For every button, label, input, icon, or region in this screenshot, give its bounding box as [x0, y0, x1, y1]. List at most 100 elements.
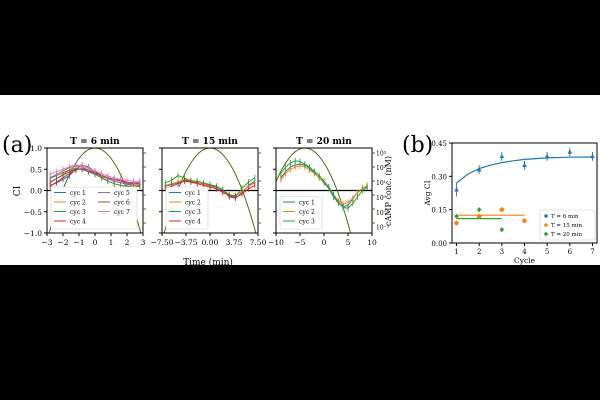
- y-tick-label: −1.0: [24, 229, 42, 238]
- legend-box: [50, 186, 138, 230]
- x-tick-label: 2: [125, 238, 130, 247]
- legend-label: cyc 3: [299, 219, 315, 226]
- data-point: [499, 227, 505, 233]
- data-point: [499, 153, 505, 159]
- data-point: [454, 213, 459, 219]
- series-4: [164, 178, 256, 201]
- legend-label: cyc 4: [70, 219, 86, 226]
- x-tick-label: −2: [57, 238, 68, 247]
- y-tick-label: 0.5: [30, 165, 42, 174]
- panel-label-a: (a): [2, 133, 32, 158]
- data-point: [544, 153, 550, 159]
- camp-tick-label: 10¹: [376, 180, 386, 187]
- x-tick-label: 5: [346, 238, 351, 247]
- legend-label: cyc 2: [299, 209, 315, 216]
- legend-label: cyc 2: [70, 200, 86, 207]
- x-tick-label: 2: [477, 248, 481, 256]
- legend-label: cyc 6: [114, 200, 130, 207]
- y-tick-label: 0.45: [431, 140, 447, 148]
- y-tick-label: 0.00: [431, 240, 447, 248]
- x-tick-label: 0: [322, 238, 327, 247]
- data-point: [476, 214, 482, 219]
- series-7: [49, 162, 141, 185]
- chart-panels: T = 6 min−3 −2 −1 0 1 2 3−1.0−0.50.00.51.0cyc …: [24, 137, 598, 265]
- data-point: [590, 153, 595, 159]
- scatter-series-3: [454, 207, 505, 233]
- data-point: [454, 187, 459, 192]
- legend-label: cyc 1: [185, 190, 201, 197]
- camp-tick-label: 10⁻²: [376, 225, 390, 232]
- y-tick-label: 0.0: [30, 187, 42, 196]
- legend-label: cyc 1: [70, 190, 86, 197]
- y-tick-label: 0.15: [431, 207, 447, 215]
- x-tick-label: −5: [294, 238, 305, 247]
- series-3: [280, 157, 368, 212]
- legend-label: T = 20 min: [551, 232, 582, 238]
- x-tick-label: 3: [141, 238, 146, 247]
- legend-label: T = 6 min: [551, 214, 579, 220]
- legend-label: cyc 1: [299, 200, 315, 207]
- legend-label: cyc 2: [185, 200, 201, 207]
- camp-tick-label: 10⁰: [376, 195, 387, 202]
- legend-marker: [544, 223, 548, 227]
- y-tick-label: −0.5: [24, 208, 42, 217]
- x-tick-label: −3: [41, 238, 52, 247]
- legend-label: cyc 3: [185, 209, 201, 216]
- time-axis-label: Time (min): [183, 257, 233, 268]
- ci-panel-3: T = 20 min−10 −5 0 5 1010⁻²10⁻¹10⁰10¹10²10³c…: [268, 137, 390, 247]
- legend-label: cyc 7: [114, 209, 130, 216]
- legend-box: [539, 209, 596, 241]
- x-tick-label: 4: [522, 248, 527, 256]
- y-axis-label: Avg CI: [423, 180, 432, 206]
- x-tick-label: −7.50: [151, 238, 174, 247]
- panel-title: T = 20 min: [296, 137, 352, 147]
- x-tick-label: 7: [590, 248, 594, 256]
- data-point: [499, 207, 505, 212]
- camp-concentration-curve: [276, 148, 352, 233]
- data-point: [522, 162, 527, 168]
- x-tick-label: 7.50: [250, 238, 267, 247]
- data-point: [522, 218, 527, 224]
- legend-label: cyc 3: [70, 209, 86, 216]
- y-tick-label: 0.30: [431, 173, 447, 181]
- legend-marker: [544, 214, 548, 218]
- legend-label: cyc 5: [114, 190, 130, 197]
- panel-label-b: (b): [402, 133, 433, 158]
- data-point: [476, 207, 482, 213]
- ci-panel-1: T = 6 min −3 −2 −1 0 1 2 3 −1.0 −0.5 0.0 0.5 1.0 cyc …: [24, 137, 146, 247]
- camp-axis-label: cAMP conc. (nM): [384, 156, 393, 226]
- x-tick-label: −1: [73, 238, 84, 247]
- scatter-series-2: [454, 207, 527, 226]
- legend-label: cyc 4: [185, 219, 201, 226]
- x-tick-label: 0: [93, 238, 98, 247]
- ci-panel-2: T = 15 min −7.50 −3.75 0.00 3.75 7.50 cyc 1 cyc…: [151, 137, 267, 247]
- data-point: [454, 220, 459, 226]
- camp-tick-label: 10⁻¹: [376, 210, 389, 217]
- legend-box: [165, 186, 209, 230]
- y-tick-label: 1.0: [30, 144, 42, 153]
- x-tick-label: −10: [268, 238, 284, 247]
- figure-background: [0, 95, 600, 265]
- x-tick-label: −3.75: [175, 238, 198, 247]
- scatter-series-1: [454, 147, 595, 197]
- x-axis-label: Cycle: [514, 256, 536, 265]
- fit-line: [456, 156, 593, 184]
- panel-title: T = 15 min: [182, 137, 238, 147]
- x-tick-label: 3.75: [226, 238, 243, 247]
- legend-label: T = 15 min: [551, 223, 582, 229]
- x-tick-label: 1: [109, 238, 114, 247]
- camp-tick-label: 10³: [376, 150, 387, 157]
- avg-ci-panel: 1 2 3 4 5 6 7 0.00 0.15 0.30 0.45 Cycle Avg CI T = 6 …: [423, 140, 598, 265]
- data-point: [567, 149, 573, 154]
- x-tick-label: 5: [545, 248, 549, 256]
- data-point: [476, 167, 482, 172]
- x-tick-label: 3: [500, 248, 504, 256]
- panel-title: T = 6 min: [70, 137, 120, 147]
- x-tick-label: 10: [367, 238, 377, 247]
- camp-tick-label: 10²: [376, 165, 387, 172]
- x-tick-label: 1: [454, 248, 458, 256]
- ci-axis-label: CI: [13, 185, 23, 196]
- x-tick-label: 6: [568, 248, 573, 256]
- x-tick-label: 0.00: [202, 238, 219, 247]
